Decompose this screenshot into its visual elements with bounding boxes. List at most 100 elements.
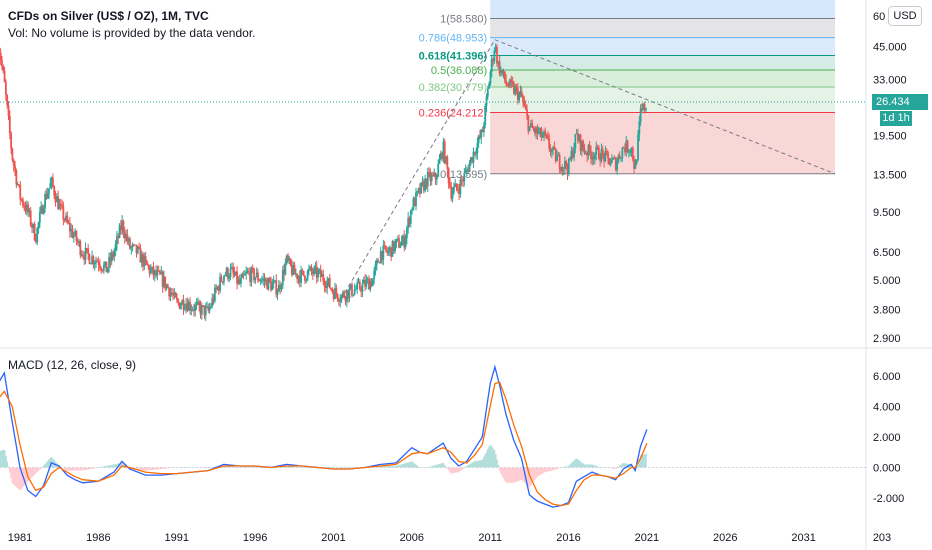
candle-body [536,127,539,134]
candle-body [200,305,203,315]
macd-histogram-bar [146,467,148,471]
candle-body [579,134,582,151]
macd-histogram-bar [395,465,398,468]
macd-histogram-bar [4,455,7,468]
candle-body [591,156,594,160]
candle-body [439,153,442,160]
macd-histogram-bar [594,465,596,468]
macd-histogram-bar [293,466,296,468]
candle-body [284,262,287,275]
macd-histogram-bar [338,467,340,468]
candle-body [588,144,591,152]
candle-body [311,271,314,275]
macd-histogram-bar [510,467,513,483]
candle-body [245,272,248,275]
macd-histogram-bar [452,467,455,474]
candle-body [70,228,73,232]
candle-body [561,167,564,172]
macd-histogram-bar [101,466,104,468]
candle-body [441,153,444,159]
candle-body [522,96,524,102]
candle-body [280,284,283,290]
candle-body [199,305,202,315]
candle-body [432,175,434,177]
macd-histogram-bar [441,463,444,468]
candle-body [483,124,485,133]
macd-histogram-bar [567,465,570,468]
candle-body [476,143,479,154]
macd-histogram-bar [91,467,93,469]
candle-body [377,260,380,263]
candle-body [435,176,438,180]
macd-histogram-bar [345,467,348,468]
fib-zone-top [490,0,835,19]
candle-body [505,80,508,84]
macd-histogram-bar [492,448,494,468]
macd-histogram-bar [580,462,583,468]
candle-body [318,269,321,271]
candle-body [302,270,305,276]
macd-histogram-bar [523,467,526,483]
fib-level-label: 0.382(30.779) [419,82,488,94]
candle-body [592,156,595,160]
candle-body [639,108,642,122]
macd-histogram-bar [160,467,163,469]
candle-body [38,212,41,223]
candle-body [323,281,326,287]
candle-body [369,281,372,290]
fibonacci-retracement[interactable]: 1(58.580) 0.786(48.953) 0.618(41.396) 0.5(3… [419,0,835,181]
macd-histogram-bar [82,467,84,471]
candle-body [42,208,45,214]
candle-body [378,262,381,264]
macd-histogram-bar [437,464,440,468]
macd-histogram-bar [144,467,147,471]
macd-histogram-bar [579,461,582,468]
macd-histogram-bar [552,467,555,471]
macd-histogram-bar [456,467,459,473]
macd-histogram-bar [157,467,160,470]
candle-body [237,279,240,284]
candle-body [535,127,538,134]
fib-zone [490,37,835,56]
candle-body [21,199,24,206]
candle-body [126,234,129,242]
macd-histogram-bar [161,467,164,469]
currency-button[interactable]: USD [888,6,922,26]
macd-histogram-bar [574,459,577,468]
candle-body [0,53,2,61]
macd-histogram-bar [0,450,2,468]
candle-body [387,250,390,253]
candle-body [562,167,565,169]
candle-body [392,241,395,252]
candle-body [88,254,91,264]
candle-body [341,292,344,296]
candle-body [355,289,357,291]
candle-body [228,277,231,279]
candle-body [503,71,506,81]
candle-body [176,297,178,301]
candle-body [178,302,181,309]
macd-histogram-bar [501,467,504,476]
candle-body [67,222,70,224]
candle-body [357,281,360,283]
candle-body [233,272,236,276]
macd-histogram-bar [50,457,53,468]
macd-histogram-bar [75,467,78,471]
macd-histogram-bar [65,467,67,470]
macd-histogram-bar [61,467,63,468]
macd-histogram-bar [44,464,46,468]
trendlines[interactable] [340,39,836,299]
candle-body [520,91,523,97]
candle-body [540,128,543,138]
candle-body [451,192,454,199]
candle-body [472,151,475,163]
candle-body [253,268,255,281]
macd-histogram-bar [536,467,539,477]
macd-histogram-bar [190,467,193,468]
candle-body [102,265,105,271]
macd-histogram-bar [468,464,471,468]
macd-histogram-bar [89,467,92,469]
candle-body [108,257,110,268]
price-tick-label: 2.900 [873,333,901,345]
